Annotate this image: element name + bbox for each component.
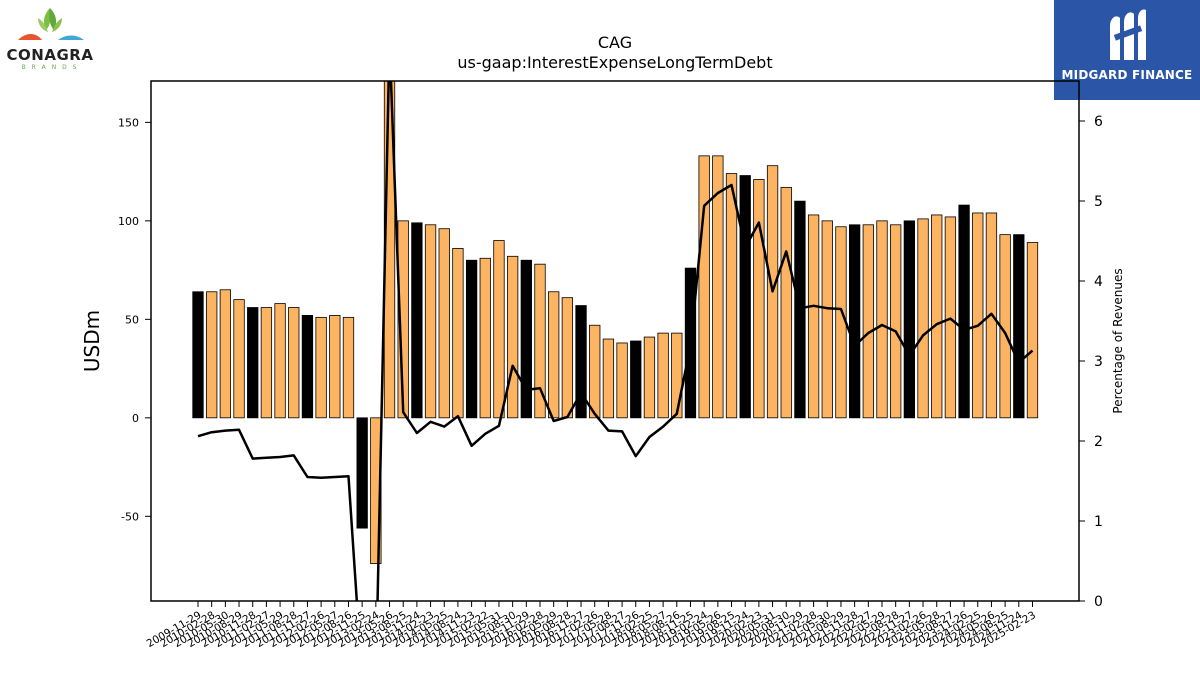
y-axis-label: USDm bbox=[80, 310, 104, 372]
bar-2012-02-26 bbox=[315, 316, 327, 419]
bar-2018-05-27 bbox=[657, 332, 669, 419]
bar-2022-05-29 bbox=[876, 220, 888, 419]
bar-2011-08-28 bbox=[288, 307, 300, 419]
bar-2017-02-26 bbox=[589, 324, 601, 419]
bar-2018-02-25 bbox=[643, 336, 656, 419]
bar-2023-05-28 bbox=[931, 214, 943, 419]
bar-2017-08-27 bbox=[616, 342, 628, 419]
y-tick-label--50: -50 bbox=[121, 510, 139, 523]
bar-2019-02-24 bbox=[698, 155, 710, 419]
bar-2021-05-30 bbox=[821, 220, 833, 419]
bar-2013-11-24 bbox=[411, 222, 423, 419]
y2-tick-label-0: 0 bbox=[1094, 594, 1103, 610]
bar-2016-05-29 bbox=[548, 291, 560, 419]
bar-2015-08-30 bbox=[506, 255, 519, 419]
bar-2020-02-23 bbox=[753, 179, 765, 419]
bar-2021-02-28 bbox=[807, 214, 820, 419]
bar-2011-02-27 bbox=[260, 307, 273, 419]
bar-2010-05-30 bbox=[219, 289, 232, 419]
bar-2010-08-29 bbox=[233, 299, 245, 419]
bar-2025-02-23 bbox=[1026, 242, 1039, 419]
bar-2024-02-25 bbox=[972, 212, 984, 419]
bar-2011-11-27 bbox=[301, 314, 314, 419]
y2-tick-label-1: 1 bbox=[1094, 514, 1103, 530]
y2-tick-label-3: 3 bbox=[1094, 354, 1103, 370]
chart-title: CAG bbox=[598, 33, 632, 52]
bar-2011-05-29 bbox=[274, 303, 286, 419]
bar-2020-11-29 bbox=[794, 200, 806, 419]
bar-2018-08-26 bbox=[671, 332, 683, 419]
y-axis-right: 0 1 2 3 4 5 6 bbox=[1079, 114, 1103, 610]
y2-tick-label-6: 6 bbox=[1094, 114, 1103, 130]
x-axis: 2009-11-292010-02-282010-05-302010-08-29… bbox=[145, 601, 1038, 650]
bar-2023-02-26 bbox=[917, 218, 929, 419]
y2-tick-label-4: 4 bbox=[1094, 274, 1103, 290]
bar-2022-11-27 bbox=[903, 220, 916, 419]
y2-axis-label: Percentage of Revenues bbox=[1111, 268, 1125, 413]
bar-2016-11-27 bbox=[575, 305, 587, 419]
y2-tick-label-5: 5 bbox=[1094, 194, 1103, 210]
y-tick-label-150: 150 bbox=[118, 116, 139, 129]
midgard-emblem-icon bbox=[1110, 9, 1146, 61]
bar-2020-08-30 bbox=[780, 186, 792, 419]
bar-2016-08-28 bbox=[561, 297, 574, 419]
bar-2015-05-31 bbox=[493, 240, 505, 419]
bar-2017-05-28 bbox=[602, 338, 615, 419]
bar-2019-05-26 bbox=[712, 155, 724, 419]
midgard-wordmark: MIDGARD FINANCE bbox=[1061, 68, 1193, 82]
bar-2010-02-28 bbox=[206, 291, 218, 419]
bar-2019-08-25 bbox=[725, 173, 738, 419]
bar-2019-11-24 bbox=[739, 175, 751, 419]
bar-2013-05-26 bbox=[383, 81, 396, 419]
bar-2023-11-26 bbox=[958, 204, 970, 419]
bar-2022-08-28 bbox=[890, 224, 902, 419]
bar-2012-11-25 bbox=[356, 417, 368, 529]
conagra-subtext: B R A N D S bbox=[21, 64, 79, 71]
midgard-finance-logo: MIDGARD FINANCE bbox=[1054, 0, 1200, 100]
bar-2012-08-26 bbox=[342, 316, 355, 419]
bar-2015-11-29 bbox=[520, 259, 532, 419]
bar-2014-11-23 bbox=[465, 259, 478, 419]
y-tick-label-100: 100 bbox=[118, 215, 139, 228]
line-series bbox=[197, 81, 1034, 601]
bar-2013-08-25 bbox=[397, 220, 409, 419]
bar-2015-02-22 bbox=[479, 257, 491, 419]
plot-frame bbox=[150, 80, 1080, 602]
y-tick-label-50: 50 bbox=[125, 313, 139, 326]
bar-2021-11-28 bbox=[848, 224, 861, 419]
bar-2014-02-23 bbox=[424, 224, 437, 419]
conagra-wordmark: CONAGRA bbox=[6, 46, 94, 64]
conagra-leaf-icon bbox=[18, 8, 84, 40]
y2-tick-label-2: 2 bbox=[1094, 434, 1103, 450]
bar-2014-05-25 bbox=[438, 228, 450, 419]
conagra-logo: CONAGRA B R A N D S bbox=[0, 0, 104, 78]
pct-of-revenue-line bbox=[197, 81, 1034, 601]
bar-2012-05-27 bbox=[329, 314, 341, 419]
bar-2014-08-24 bbox=[452, 248, 464, 419]
y-tick-label-0: 0 bbox=[132, 412, 139, 425]
bar-2024-11-24 bbox=[1013, 234, 1025, 419]
bar-2009-11-29 bbox=[192, 291, 204, 419]
bar-2010-11-28 bbox=[247, 307, 259, 419]
y-axis-left: -50 0 50 100 150 bbox=[118, 116, 151, 523]
chart-subtitle: us-gaap:InterestExpenseLongTermDebt bbox=[457, 53, 772, 72]
bar-2022-02-27 bbox=[862, 224, 874, 419]
bar-series bbox=[192, 81, 1039, 564]
bar-2016-02-28 bbox=[534, 263, 546, 419]
bar-2017-11-26 bbox=[630, 340, 642, 419]
